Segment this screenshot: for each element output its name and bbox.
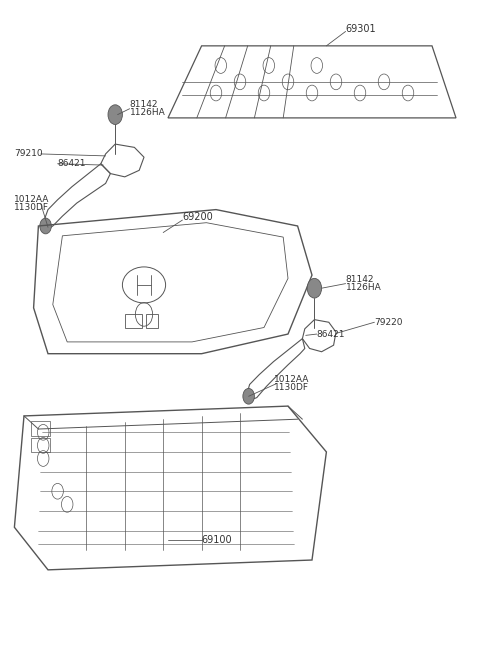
Circle shape: [307, 278, 322, 298]
Bar: [125, 314, 142, 328]
Text: 1130DF: 1130DF: [14, 203, 49, 212]
Text: 69200: 69200: [182, 212, 213, 223]
Text: 1012AA: 1012AA: [274, 375, 309, 384]
Bar: [31, 421, 50, 436]
Circle shape: [108, 105, 122, 124]
Text: 79220: 79220: [374, 318, 403, 327]
Text: 1126HA: 1126HA: [130, 108, 165, 117]
Text: 86421: 86421: [317, 329, 345, 339]
Text: 81142: 81142: [346, 275, 374, 284]
Text: 69301: 69301: [346, 24, 376, 35]
Text: 79210: 79210: [14, 149, 43, 159]
Text: 1012AA: 1012AA: [14, 195, 50, 204]
Bar: [31, 438, 50, 452]
Bar: [146, 314, 158, 328]
Circle shape: [40, 218, 51, 234]
Circle shape: [243, 388, 254, 404]
Text: 1130DF: 1130DF: [274, 383, 309, 392]
Text: 86421: 86421: [58, 159, 86, 168]
Text: 69100: 69100: [202, 535, 232, 546]
Text: 81142: 81142: [130, 100, 158, 109]
Text: 1126HA: 1126HA: [346, 283, 381, 292]
